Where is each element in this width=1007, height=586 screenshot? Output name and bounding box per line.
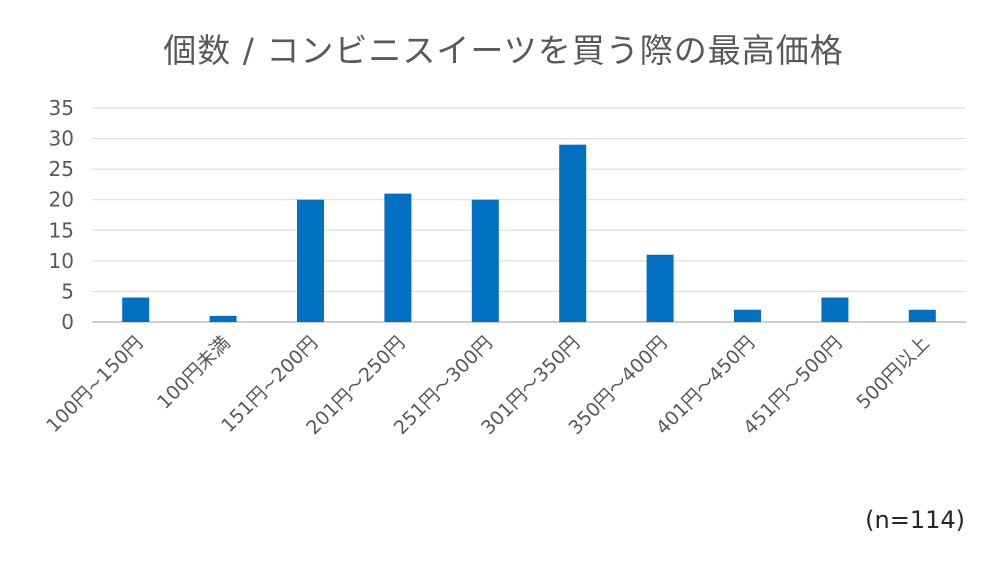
bar [908, 309, 936, 322]
y-tick-label: 20 [49, 188, 74, 212]
y-tick-label: 0 [61, 310, 74, 334]
sample-size-note: (n=114) [865, 506, 965, 534]
bar [297, 199, 324, 322]
y-tick-label: 15 [49, 218, 74, 242]
x-category-label: 100円~150円 [42, 332, 147, 437]
y-tick-label: 10 [49, 249, 74, 273]
chart-title: 個数 / コンビニスイーツを買う際の最高価格 [163, 31, 844, 70]
x-category-label: 500円以上 [852, 332, 934, 414]
bar [734, 309, 761, 322]
bar [384, 193, 412, 322]
bar [559, 144, 587, 322]
bar [209, 315, 237, 322]
bar [821, 297, 849, 322]
bar [471, 199, 499, 322]
bar [122, 297, 150, 322]
bar [646, 254, 674, 322]
x-category-label: 100円未満 [153, 332, 235, 414]
y-tick-label: 25 [49, 157, 74, 181]
y-tick-label: 5 [61, 279, 74, 303]
y-tick-label: 30 [49, 127, 74, 151]
y-tick-label: 35 [49, 96, 74, 120]
